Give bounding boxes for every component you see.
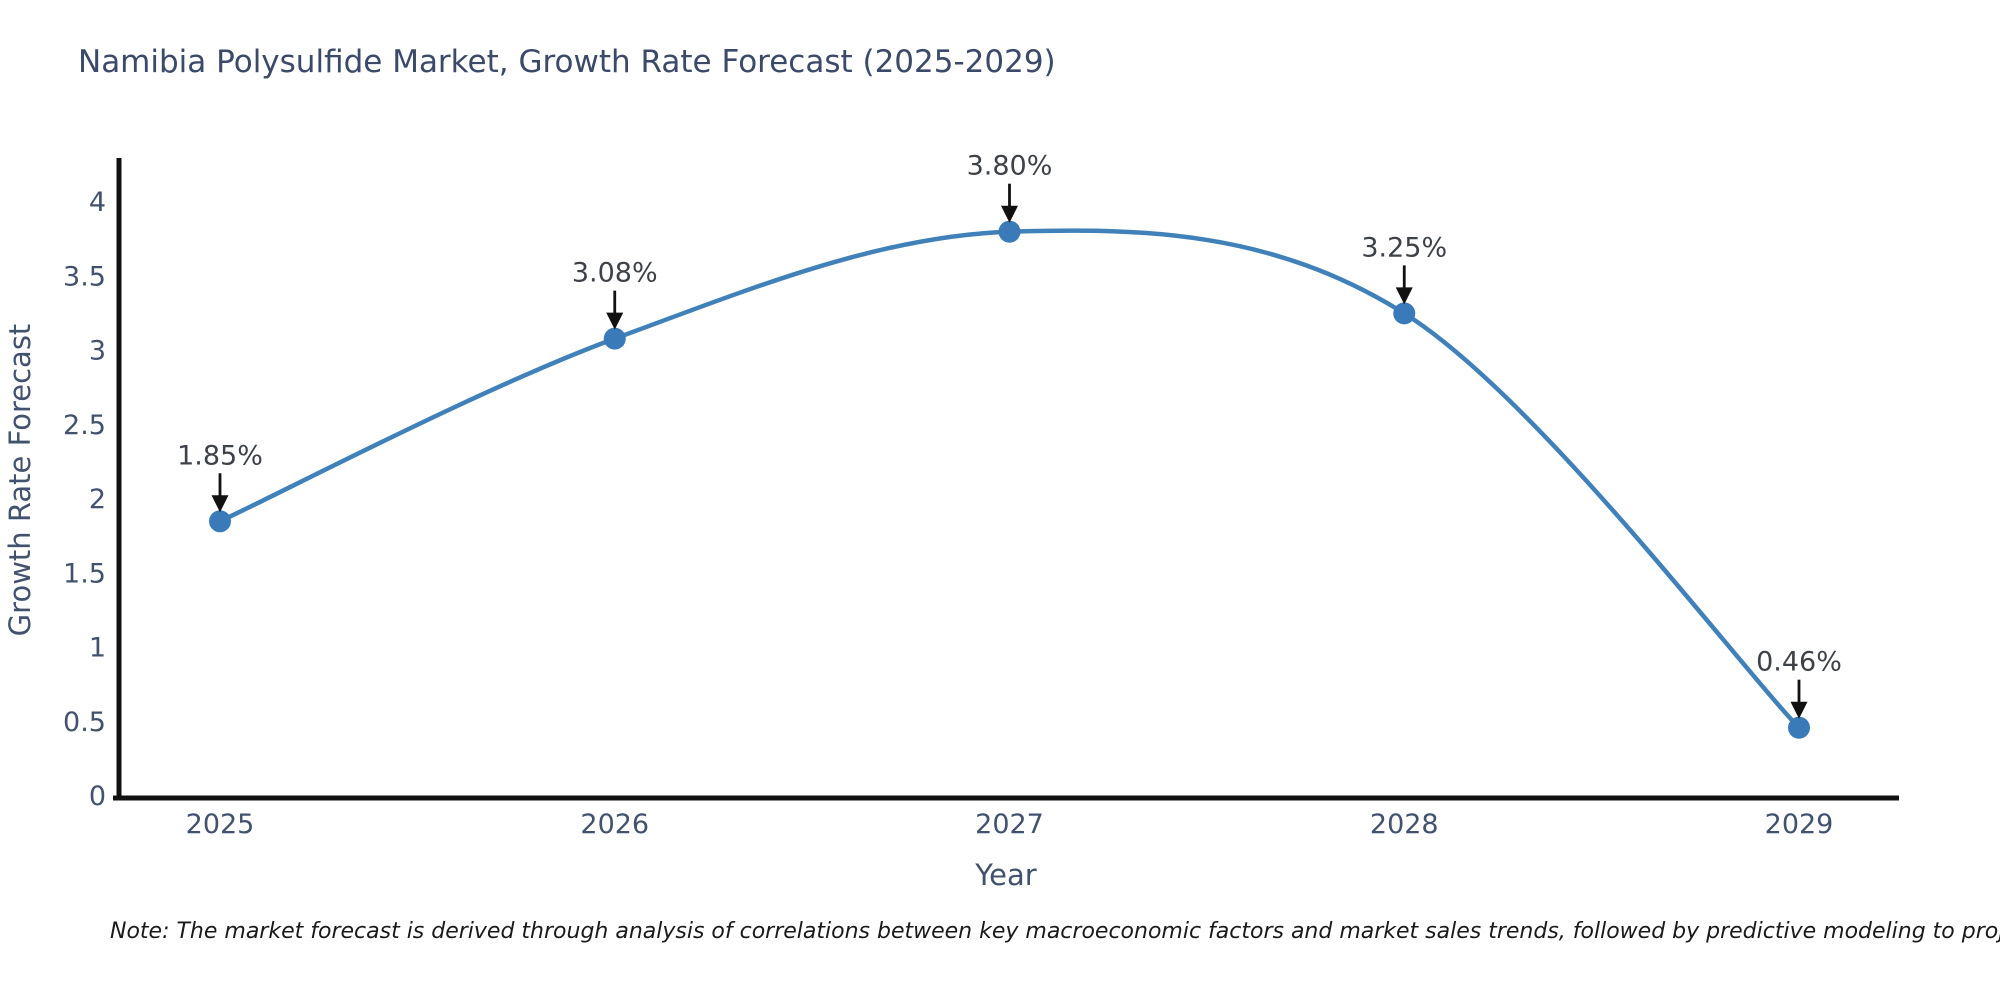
y-tick-label: 2 [89,484,106,515]
y-tick-label: 0 [89,781,106,812]
annotation-label: 3.25% [1361,232,1447,263]
y-tick-label: 1.5 [63,558,106,589]
data-point [1393,302,1416,325]
x-tick-label: 2025 [186,809,255,840]
annotation-label: 3.08% [572,258,658,289]
x-tick-label: 2027 [975,809,1044,840]
x-tick-label: 2028 [1370,809,1439,840]
annotation-arrow-head [1001,205,1018,223]
x-axis-title: Year [974,858,1036,892]
y-axis-title: Growth Rate Forecast [3,324,37,637]
annotation-label: 3.80% [967,151,1053,182]
y-tick-label: 3.5 [63,261,106,292]
series-line [217,228,1802,730]
annotation-label: 0.46% [1756,647,1842,678]
y-tick-label: 2.5 [63,410,106,441]
y-tick-label: 4 [89,187,106,218]
x-tick-label: 2029 [1765,809,1834,840]
y-tick-label: 0.5 [63,707,106,738]
y-tick-label: 3 [89,336,106,367]
data-point [209,510,231,533]
annotation-arrow-head [1790,701,1808,719]
y-tick-label: 1 [89,633,106,664]
data-point [1788,716,1810,739]
annotation-arrow-head [1395,287,1413,305]
annotation-arrow-head [606,312,624,330]
chart-title: Namibia Polysulfide Market, Growth Rate … [78,44,1056,80]
data-point [998,220,1021,243]
chart-note: Note: The market forecast is derived thr… [110,919,2000,944]
data-point [603,327,626,350]
x-tick-label: 2026 [580,809,649,840]
annotation-label: 1.85% [177,440,263,471]
annotation-arrow-head [211,495,229,513]
